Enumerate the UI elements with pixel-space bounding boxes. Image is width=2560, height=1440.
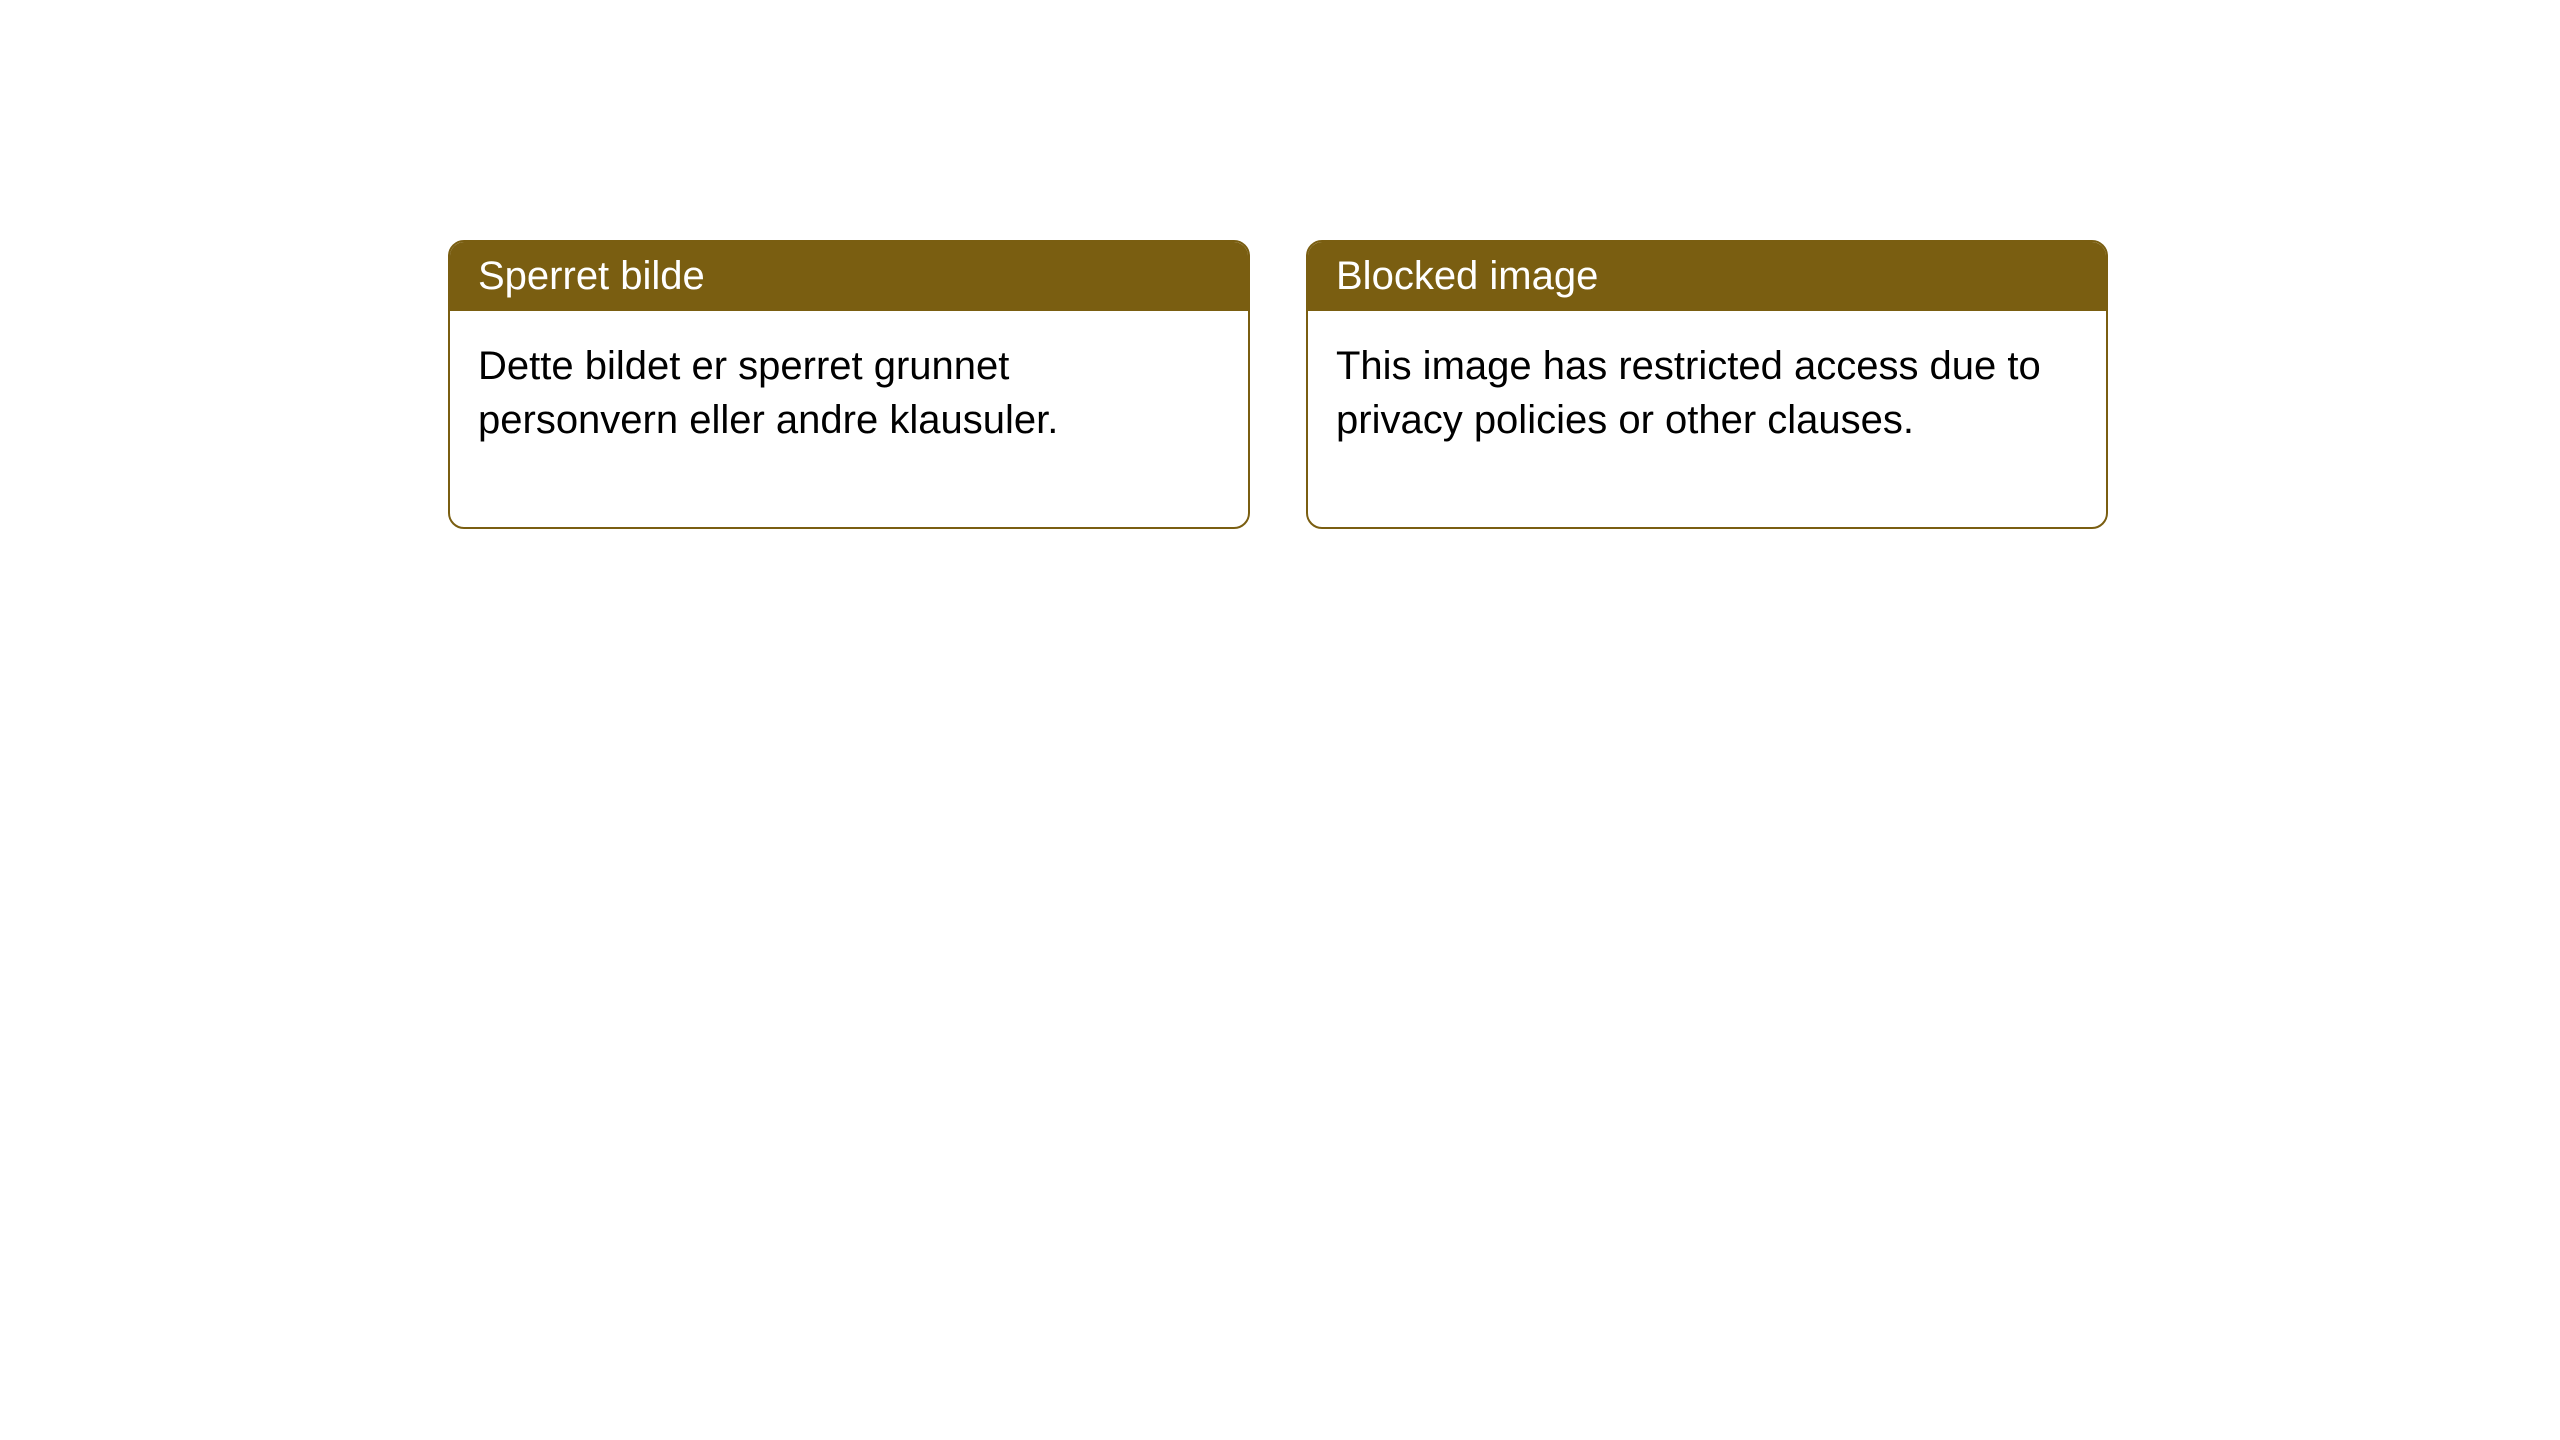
card-body-norwegian: Dette bildet er sperret grunnet personve… xyxy=(450,311,1248,527)
card-body-text: This image has restricted access due to … xyxy=(1336,344,2041,442)
blocked-image-cards: Sperret bilde Dette bildet er sperret gr… xyxy=(448,240,2108,529)
card-title: Sperret bilde xyxy=(478,254,705,298)
card-title: Blocked image xyxy=(1336,254,1598,298)
card-body-english: This image has restricted access due to … xyxy=(1308,311,2106,527)
card-header-norwegian: Sperret bilde xyxy=(450,242,1248,311)
card-norwegian: Sperret bilde Dette bildet er sperret gr… xyxy=(448,240,1250,529)
card-body-text: Dette bildet er sperret grunnet personve… xyxy=(478,344,1058,442)
card-english: Blocked image This image has restricted … xyxy=(1306,240,2108,529)
card-header-english: Blocked image xyxy=(1308,242,2106,311)
